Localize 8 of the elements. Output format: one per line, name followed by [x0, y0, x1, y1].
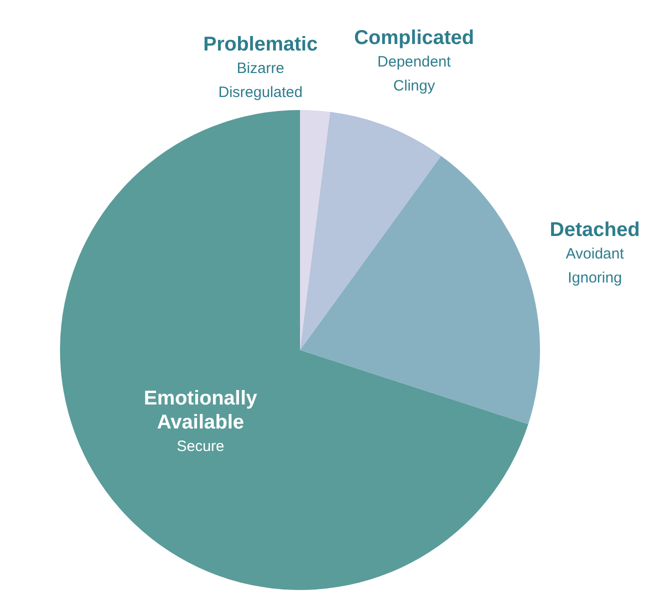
slice-label: Detached: [550, 219, 640, 242]
slice-label: Emotionally Available: [144, 387, 258, 434]
slice-label: Complicated: [354, 26, 474, 49]
text: Secure: [176, 438, 224, 455]
slice-label: Problematic: [203, 34, 318, 56]
text: Bizarre Disregulated: [218, 60, 303, 102]
text: Avoidant Ignoring: [566, 246, 625, 287]
text: Dependent Clingy: [377, 53, 452, 94]
